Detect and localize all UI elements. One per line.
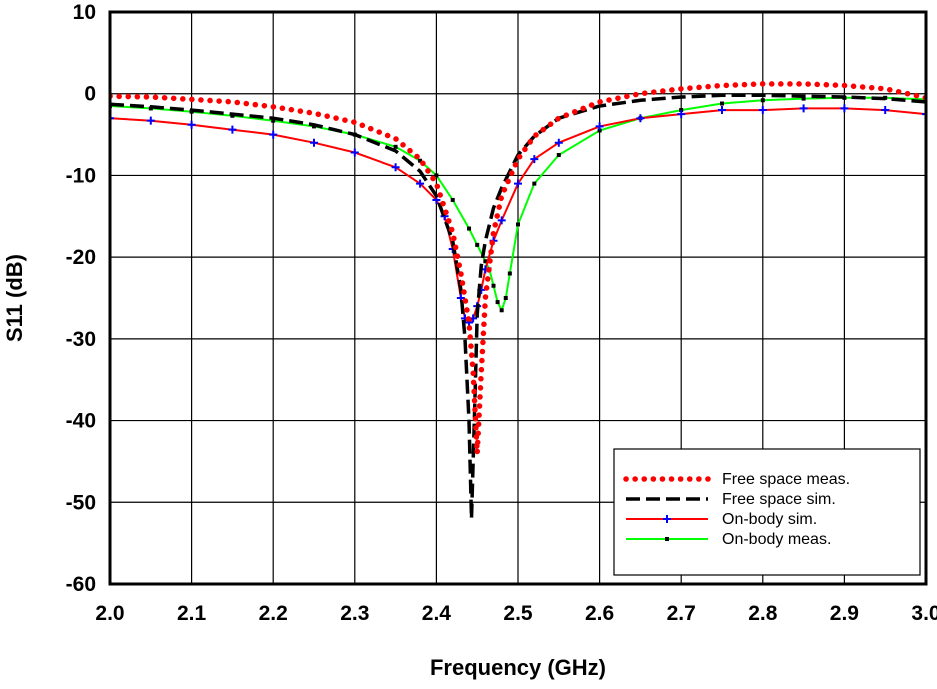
- data-point: [720, 101, 724, 106]
- x-tick-labels: 2.0 2.1 2.2 2.3 2.4 2.5 2.6 2.7 2.8 2.9 3.0: [95, 602, 937, 625]
- series-line: [110, 93, 926, 519]
- x-tick-label: 2.2: [259, 602, 288, 625]
- data-point: [801, 96, 806, 101]
- data-point: [434, 173, 439, 178]
- data-point: [146, 116, 155, 125]
- data-point: [840, 104, 849, 113]
- data-point: [679, 108, 684, 113]
- data-point: [491, 283, 496, 288]
- data-point: [718, 106, 726, 115]
- data-point: [554, 138, 563, 147]
- data-point: [350, 148, 359, 157]
- x-tick-label: 2.5: [503, 602, 533, 625]
- data-point: [881, 106, 890, 115]
- x-tick-label: 2.1: [177, 602, 207, 625]
- y-tick-label: -20: [66, 246, 96, 269]
- x-tick-label: 2.6: [585, 602, 614, 625]
- legend-item-free-space-meas: Free space meas.: [623, 471, 850, 488]
- data-point: [269, 130, 278, 139]
- y-tick-label: -60: [66, 573, 96, 596]
- x-tick-label: 2.3: [340, 602, 369, 625]
- data-point: [503, 296, 508, 300]
- data-point: [497, 216, 506, 225]
- y-tick-label: -40: [66, 410, 96, 433]
- data-point: [556, 153, 561, 157]
- data-point: [499, 308, 504, 313]
- data-point: [516, 222, 520, 227]
- legend-label: Free space meas.: [722, 471, 850, 488]
- legend-marker: [663, 515, 671, 523]
- data-point: [758, 106, 767, 115]
- data-point: [228, 125, 237, 134]
- legend-label: Free space sim.: [722, 491, 836, 508]
- legend-marker: [665, 537, 669, 541]
- y-tick-label: -10: [66, 164, 96, 187]
- y-tick-label: 10: [73, 1, 96, 24]
- legend: Free space meas. Free space sim. On-body s…: [613, 448, 921, 576]
- x-axis-title: Frequency (GHz): [430, 655, 606, 680]
- series-free-space-sim: [110, 93, 926, 519]
- data-point: [450, 197, 455, 202]
- data-point: [597, 128, 602, 133]
- series-layer: [110, 81, 926, 519]
- legend-label: On-body sim.: [722, 511, 817, 528]
- data-point: [636, 114, 645, 123]
- data-point: [760, 98, 765, 103]
- data-point: [495, 300, 500, 305]
- y-tick-label: -30: [66, 328, 96, 351]
- data-point: [532, 181, 537, 186]
- x-tick-label: 2.8: [748, 602, 778, 625]
- plot-frame: [108, 10, 928, 586]
- data-point: [310, 138, 318, 147]
- data-point: [393, 144, 398, 149]
- data-point: [530, 155, 539, 164]
- data-point: [271, 118, 276, 123]
- x-tick-label: 2.9: [830, 602, 859, 625]
- legend-item-on-body-sim: On-body sim.: [626, 511, 817, 528]
- data-point: [677, 110, 686, 119]
- data-point: [475, 242, 480, 247]
- data-point: [391, 163, 400, 172]
- legend-item-free-space-sim: Free space sim.: [626, 491, 836, 508]
- data-point: [595, 122, 604, 131]
- data-point: [467, 226, 472, 231]
- legend-box: [613, 448, 921, 576]
- y-tick-label: 0: [84, 83, 96, 106]
- data-point: [416, 179, 425, 188]
- data-point: [418, 158, 423, 163]
- data-point: [922, 110, 926, 119]
- legend-item-on-body-meas: On-body meas.: [626, 531, 831, 548]
- x-tick-label: 2.7: [667, 602, 696, 625]
- x-tick-label: 2.0: [95, 602, 124, 625]
- y-tick-labels: 10 0 -10 -20 -30 -40 -50 -60: [66, 1, 96, 596]
- y-axis-title: S11 (dB): [2, 254, 27, 342]
- data-point: [187, 120, 196, 129]
- legend-label: On-body meas.: [722, 531, 831, 548]
- y-tick-label: -50: [66, 491, 96, 514]
- data-point: [507, 271, 512, 276]
- x-tick-label: 3.0: [911, 602, 937, 625]
- series-line: [110, 81, 926, 454]
- series-free-space-meas: [110, 81, 926, 454]
- data-point: [514, 179, 522, 188]
- data-point: [110, 114, 114, 123]
- x-tick-label: 2.4: [422, 602, 452, 625]
- data-point: [483, 259, 488, 264]
- data-point: [799, 104, 808, 113]
